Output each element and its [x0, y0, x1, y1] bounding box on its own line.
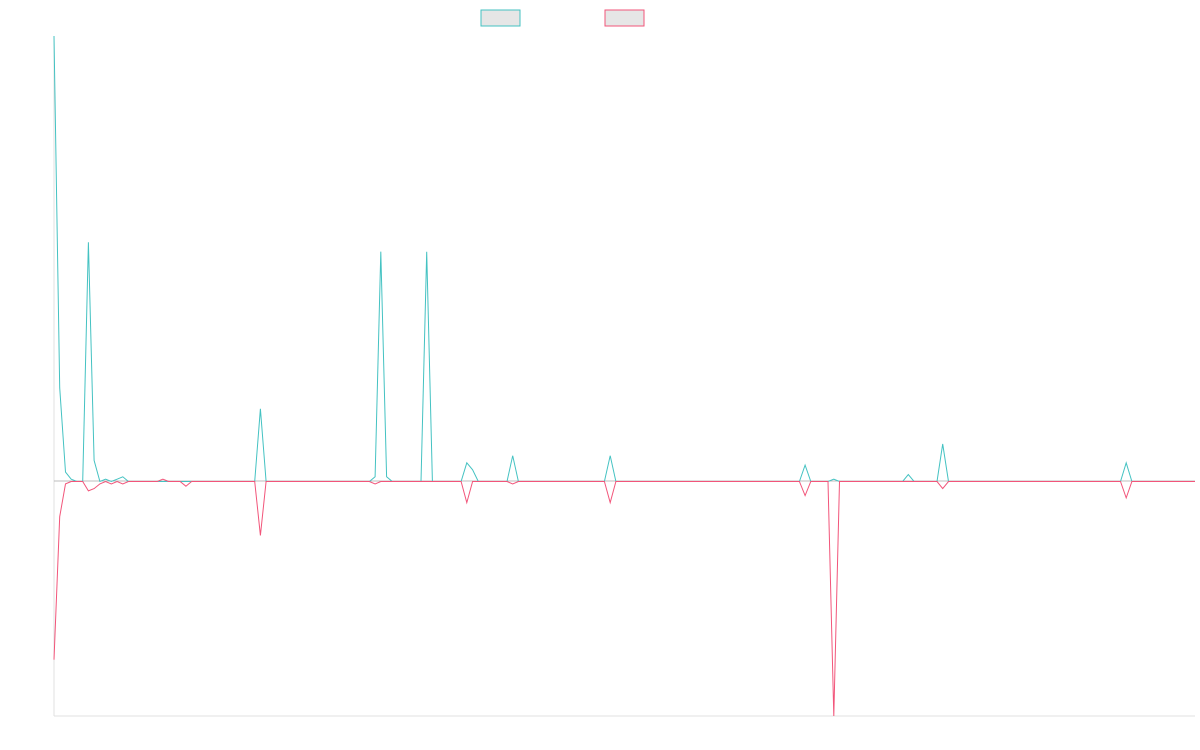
legend [480, 9, 645, 27]
legend-swatch-up[interactable] [480, 9, 521, 27]
legend-swatch-down[interactable] [604, 9, 645, 27]
series-group [53, 35, 1195, 717]
plot-area [53, 35, 1195, 717]
series-line-down[interactable] [53, 478, 1195, 717]
series-line-up[interactable] [53, 35, 1195, 483]
